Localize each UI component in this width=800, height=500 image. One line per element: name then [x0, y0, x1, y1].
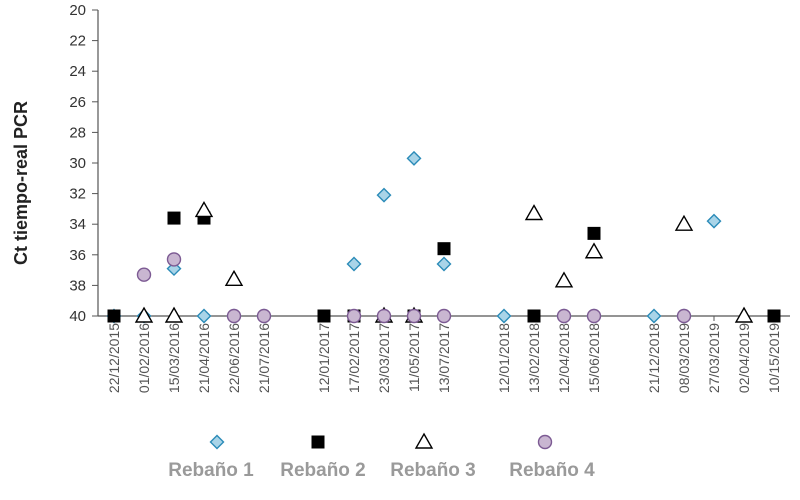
data-point-diamond — [376, 187, 392, 203]
data-point-square — [107, 309, 121, 323]
x-tick-label: 21/12/2018 — [646, 323, 662, 393]
x-tick-label: 27/03/2019 — [706, 323, 722, 393]
legend-item: Rebaño 3 — [390, 432, 476, 481]
x-tick-label: 10/15/2019 — [766, 323, 782, 393]
y-tick-label: 38 — [69, 277, 86, 294]
x-tick-label: 02/04/2019 — [736, 323, 752, 393]
data-point-circle — [226, 308, 242, 324]
data-point-circle — [136, 267, 152, 282]
x-tick-label: 13/02/2018 — [526, 323, 542, 393]
x-tick-label: 15/03/2016 — [166, 323, 182, 393]
y-tick-label: 30 — [69, 155, 86, 172]
data-point-square — [527, 309, 541, 323]
y-tick-label: 28 — [69, 124, 86, 141]
data-point-triangle — [164, 306, 184, 323]
data-point-circle — [556, 308, 572, 324]
legend-label: Rebaño 3 — [390, 460, 476, 481]
legend-label: Rebaño 2 — [280, 460, 366, 481]
x-tick-label: 15/06/2018 — [586, 323, 602, 393]
legend-label: Rebaño 4 — [509, 460, 595, 481]
legend-marker-diamond — [209, 434, 225, 450]
legend-item: Rebaño 1 — [168, 434, 254, 481]
x-tick-label: 17/02/2017 — [346, 323, 362, 393]
y-axis-label: Ct tiempo-real PCR — [11, 101, 31, 265]
data-point-diamond — [196, 308, 212, 324]
y-tick-label: 34 — [69, 216, 86, 233]
series-1 — [106, 150, 722, 324]
data-point-diamond — [346, 256, 362, 272]
legend-marker-triangle — [414, 432, 434, 449]
y-tick-label: 24 — [69, 63, 86, 80]
data-point-diamond — [646, 308, 662, 324]
data-point-square — [167, 211, 181, 225]
x-tick-label: 21/04/2016 — [196, 323, 212, 393]
data-point-square — [767, 309, 781, 323]
data-point-triangle — [554, 271, 574, 288]
legend-item: Rebaño 2 — [280, 435, 366, 481]
data-point-circle — [676, 308, 692, 324]
x-tick-label: 21/07/2016 — [256, 323, 272, 393]
data-point-triangle — [584, 242, 604, 259]
x-tick-label: 22/06/2016 — [226, 323, 242, 393]
data-point-diamond — [436, 256, 452, 272]
data-point-diamond — [706, 213, 722, 229]
x-tick-label: 12/01/2017 — [316, 323, 332, 393]
x-tick-label: 13/07/2017 — [436, 323, 452, 393]
data-point-triangle — [734, 306, 754, 323]
data-point-circle — [256, 308, 272, 324]
legend-marker-square — [311, 435, 325, 449]
data-points — [106, 150, 781, 324]
data-point-triangle — [194, 201, 214, 218]
data-point-triangle — [224, 269, 244, 286]
x-tick-label: 01/02/2016 — [136, 323, 152, 393]
legend-item: Rebaño 4 — [509, 434, 595, 481]
data-point-square — [317, 309, 331, 323]
x-tick-label: 22/12/2015 — [106, 323, 122, 393]
y-tick-label: 36 — [69, 247, 86, 264]
y-tick-label: 20 — [69, 2, 86, 19]
data-point-circle — [376, 308, 392, 324]
series-4 — [136, 252, 692, 324]
data-point-diamond — [496, 308, 512, 324]
data-point-square — [437, 242, 451, 256]
x-tick-label: 11/05/2017 — [406, 323, 422, 392]
data-point-diamond — [406, 150, 422, 166]
data-point-triangle — [674, 214, 694, 231]
data-point-circle — [586, 308, 602, 324]
legend-marker-circle — [537, 434, 553, 450]
data-point-circle — [166, 252, 182, 267]
y-axis: 20 22 24 26 28 30 32 34 36 38 40 — [69, 2, 99, 325]
data-point-circle — [436, 308, 452, 324]
y-tick-label: 22 — [69, 33, 86, 50]
x-tick-label: 23/03/2017 — [376, 323, 392, 393]
y-tick-label: 32 — [69, 186, 86, 203]
data-point-circle — [346, 308, 362, 324]
x-tick-label: 08/03/2019 — [676, 323, 692, 393]
y-tick-label: 26 — [69, 94, 86, 111]
data-point-triangle — [134, 306, 154, 323]
y-tick-label: 40 — [69, 308, 86, 325]
x-axis: 22/12/2015 01/02/2016 15/03/2016 21/04/2016… — [98, 315, 790, 393]
x-tick-label: 12/04/2018 — [556, 323, 572, 393]
legend-label: Rebaño 1 — [168, 460, 254, 481]
x-tick-label: 12/01/2018 — [496, 323, 512, 393]
data-point-circle — [406, 308, 422, 324]
data-point-square — [587, 226, 601, 240]
data-point-triangle — [524, 204, 544, 221]
legend: Rebaño 1 Rebaño 2 Rebaño 3 Rebaño 4 — [168, 432, 595, 481]
